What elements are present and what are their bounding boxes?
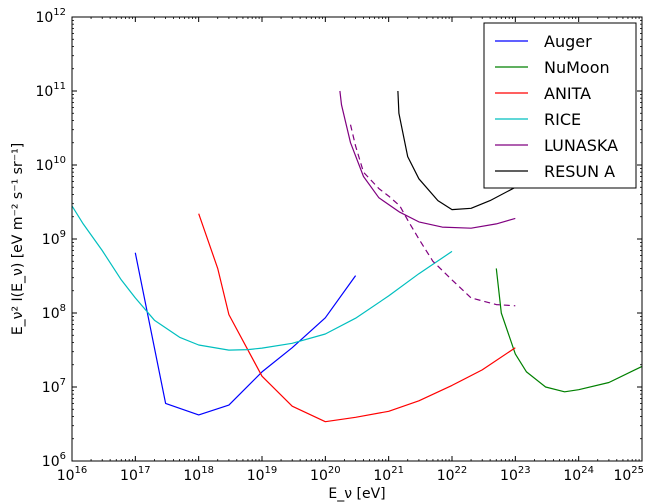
legend-label-lunaska: LUNASKA: [544, 136, 618, 155]
plot-area: [72, 90, 642, 423]
x-tick-label: 1019: [247, 465, 278, 484]
y-tick-label: 1012: [35, 7, 66, 26]
legend: Auger NuMoon ANITA RICE LUNASKA RESUN A: [483, 22, 637, 189]
x-tick-label: 1025: [613, 465, 644, 484]
x-axis-title: E_ν [eV]: [328, 486, 385, 502]
x-tick-label: 1023: [500, 465, 531, 484]
series-line-lunaska-dashed: [349, 124, 516, 307]
y-tick-label: 106: [42, 451, 66, 470]
series-line-numoon: [495, 268, 642, 393]
y-tick-label: 109: [42, 229, 66, 248]
y-tick-label: 1010: [35, 155, 66, 174]
series-line-anita: [198, 213, 516, 423]
series-line-resun-a: [397, 90, 547, 211]
y-tick-label: 1011: [35, 81, 66, 100]
legend-label-anita: ANITA: [544, 84, 591, 103]
x-tick-label: 1018: [183, 465, 214, 484]
y-tick-label: 107: [42, 377, 66, 396]
legend-label-rice: RICE: [544, 110, 581, 129]
legend-label-auger: Auger: [544, 32, 592, 51]
legend-label-resun-a: RESUN A: [544, 162, 615, 181]
x-tick-label: 1017: [120, 465, 151, 484]
series-line-auger: [134, 252, 357, 416]
axis-ticks: [71, 16, 643, 462]
legend-label-numoon: NuMoon: [544, 58, 610, 77]
x-tick-label: 1022: [437, 465, 468, 484]
legend-box: [483, 22, 637, 189]
y-axis-title: E_ν² I(E_ν) [eV m⁻² s⁻¹ sr⁻¹]: [10, 143, 26, 335]
series-line-lunaska: [339, 90, 516, 229]
x-tick-label: 1016: [57, 465, 88, 484]
series-line-rice: [72, 205, 453, 351]
x-tick-label: 1020: [310, 465, 341, 484]
tick-labels: 1016 1017 1018 1019 1020 1021 1022 1023 1024 1025…: [35, 7, 644, 484]
y-tick-label: 108: [42, 303, 66, 322]
x-tick-label: 1024: [563, 465, 594, 484]
x-tick-label: 1021: [373, 465, 404, 484]
